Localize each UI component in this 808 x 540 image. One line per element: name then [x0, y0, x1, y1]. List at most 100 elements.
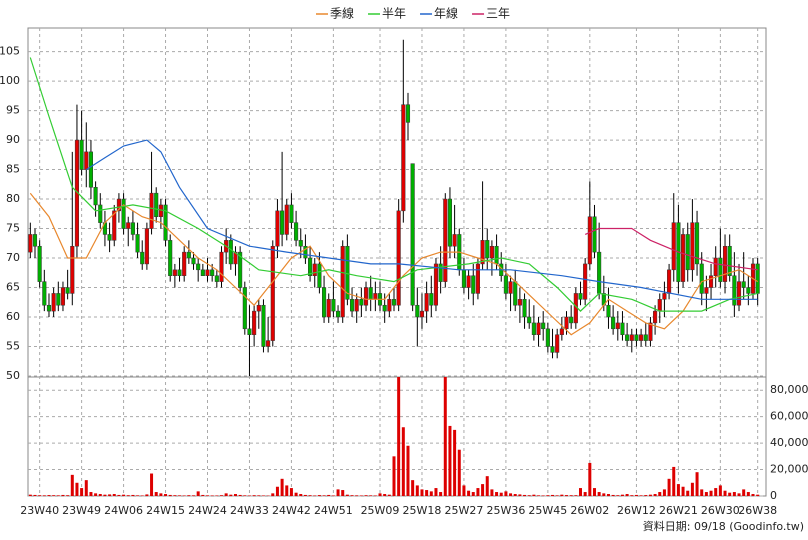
volume-bar — [317, 495, 321, 496]
volume-bar — [490, 489, 494, 496]
volume-bar — [625, 494, 629, 496]
candle-body — [429, 293, 434, 306]
candle-body — [508, 281, 513, 294]
volume-bar — [471, 492, 475, 496]
candle-body — [732, 275, 737, 306]
candle-body — [252, 310, 257, 335]
volume-bar — [653, 494, 657, 496]
y-tick-label: 80 — [6, 192, 20, 205]
candle-body — [643, 334, 648, 341]
x-tick-label: 25W27 — [444, 504, 483, 517]
volume-bar — [453, 429, 457, 496]
candle-body — [391, 299, 397, 306]
volume-bar — [527, 495, 531, 496]
candle-body — [60, 287, 66, 306]
x-tick-label: 24W24 — [188, 504, 227, 517]
volume-bar — [112, 494, 116, 496]
volume-bar — [275, 486, 279, 496]
volume-bar — [392, 456, 396, 496]
candle-body — [648, 322, 653, 341]
volume-bar — [369, 495, 373, 496]
candle-body — [280, 210, 285, 235]
candle-body — [126, 222, 131, 229]
candle-body — [112, 210, 117, 241]
volume-bar — [467, 490, 471, 496]
volume-bar — [187, 495, 191, 496]
candle-body — [746, 287, 751, 294]
volume-bar — [192, 495, 196, 496]
volume-bar — [383, 494, 387, 496]
candle-body — [629, 334, 634, 341]
candle-body — [387, 299, 392, 312]
candle-body — [410, 163, 415, 306]
volume-bar — [303, 494, 307, 496]
x-tick-label: 25W45 — [528, 504, 567, 517]
volume-bar — [173, 495, 177, 496]
candle-body — [667, 269, 672, 294]
candle-body — [597, 251, 602, 294]
candle-body — [70, 245, 75, 294]
volume-bar — [103, 494, 107, 496]
volume-bar — [583, 492, 587, 496]
volume-bar — [308, 495, 312, 496]
candle-body — [303, 245, 308, 259]
candle-body — [736, 281, 742, 306]
volume-bar — [495, 492, 499, 496]
volume-bar — [154, 492, 158, 496]
volume-bar — [233, 494, 237, 496]
volume-bar — [504, 491, 508, 496]
candle-body — [158, 204, 163, 217]
y-tick-label: 85 — [6, 163, 20, 176]
volume-bar — [252, 495, 256, 496]
legend-label: 季線 — [330, 6, 354, 21]
candle-body — [653, 310, 658, 324]
volume-bar — [565, 495, 569, 496]
candle-body — [186, 251, 191, 259]
volume-bar — [574, 495, 578, 496]
volume-bar — [336, 489, 340, 496]
candle-body — [28, 234, 33, 253]
volume-bar — [210, 495, 214, 496]
candle-body — [541, 322, 546, 330]
volume-bar — [98, 494, 102, 496]
candle-body — [713, 257, 718, 276]
y-tick-label: 95 — [6, 104, 20, 117]
candle-body — [154, 192, 159, 217]
volume-bar — [620, 494, 624, 496]
x-tick-label: 23W40 — [20, 504, 59, 517]
volume-bar — [686, 490, 690, 496]
candle-body — [354, 299, 359, 312]
volume-bar — [257, 495, 261, 496]
volume-bar — [420, 489, 424, 496]
volume-bar — [145, 494, 149, 496]
candle-body — [606, 304, 611, 318]
candle-body — [79, 139, 84, 170]
volume-bar — [201, 494, 205, 496]
candle-body — [522, 299, 527, 318]
ma-line — [29, 192, 759, 336]
volume-bar — [523, 494, 527, 496]
volume-bar — [513, 494, 517, 496]
candle-body — [443, 198, 448, 282]
volume-bar — [56, 495, 60, 496]
candle-body — [466, 275, 471, 288]
candle-body — [140, 251, 145, 265]
x-tick-label: 26W21 — [659, 504, 698, 517]
candle-body — [256, 304, 261, 312]
candle-body — [489, 245, 494, 259]
volume-bar — [164, 494, 168, 496]
volume-bar — [429, 491, 433, 496]
candle-body — [172, 269, 177, 276]
volume-bar — [541, 495, 545, 496]
volume-bar — [728, 492, 732, 496]
candle-body — [247, 328, 252, 335]
volume-bar — [751, 494, 755, 496]
candle-body — [727, 245, 732, 276]
candle-body — [382, 304, 387, 312]
volume-tick-label: 80,000 — [770, 383, 808, 396]
volume-bar — [345, 494, 349, 496]
candle-body — [695, 222, 700, 265]
volume-bar — [47, 495, 51, 496]
volume-bar — [215, 495, 219, 496]
volume-bar — [196, 491, 200, 496]
